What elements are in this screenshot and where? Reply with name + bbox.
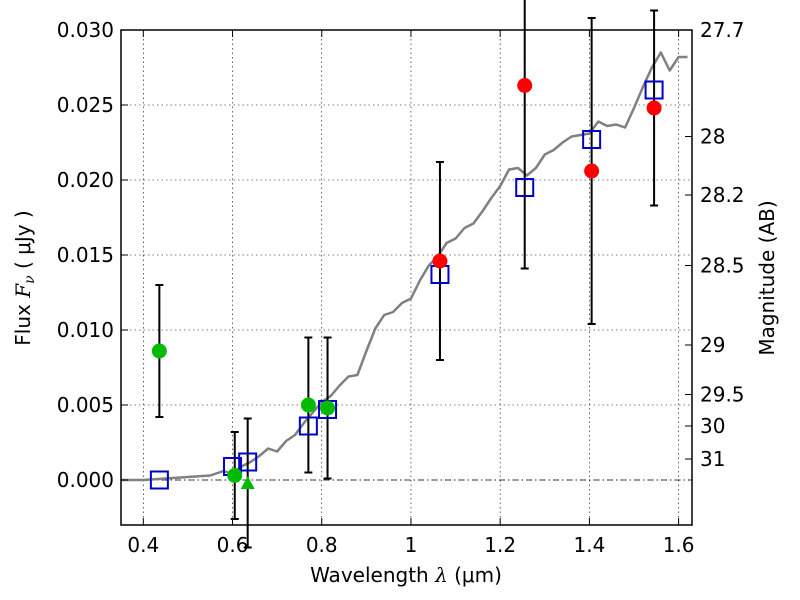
y2-tick-label: 30	[700, 414, 725, 438]
errorbar-layer	[155, 0, 659, 549]
optical-detection-point	[320, 400, 336, 416]
y-axis-subscript: ν	[22, 275, 38, 284]
plot-frame	[120, 29, 693, 526]
y2-tick-label: 31	[700, 447, 725, 471]
optical-detection-point	[300, 397, 316, 413]
x-tick-label: 1	[405, 533, 418, 557]
model-photometry-square	[644, 80, 664, 100]
model-spectrum-line	[121, 51, 688, 482]
y2-tick-label: 29.5	[700, 383, 745, 407]
optical-detection-point	[227, 468, 243, 483]
grid	[121, 29, 692, 525]
nir-detection-point	[584, 163, 600, 179]
nir-detection-point	[432, 253, 448, 269]
model-photometry-square	[149, 470, 169, 490]
y-tick-labels: 0.000 0.005 0.010 0.015 0.020 0.025 0.030	[57, 18, 114, 492]
x-axis-label: Wavelength λ (μm)	[310, 563, 502, 587]
x-tick-label: 1.6	[663, 533, 695, 557]
y-tick-label: 0.025	[57, 93, 114, 117]
x-axis-symbol: λ	[434, 563, 448, 587]
x-tick-label: 0.4	[127, 533, 159, 557]
y-axis-label: Flux Fν ( μJy )	[11, 210, 38, 345]
x-tick-labels: 0.4 0.6 0.8 1 1.2 1.4 1.6	[127, 533, 694, 557]
model-photometry-square	[515, 178, 535, 197]
x-tick-label: 0.8	[306, 533, 338, 557]
x-tick-label: 1.2	[484, 533, 516, 557]
x-tick-label: 0.6	[217, 533, 249, 557]
optical-detection-point	[151, 343, 167, 359]
model-photometry-square	[298, 416, 318, 436]
y-tick-label: 0.015	[57, 243, 114, 267]
y-tick-label: 0.020	[57, 168, 114, 192]
y2-tick-labels: 27.7 28 28.2 28.5 29 29.5 30 31	[700, 18, 745, 471]
y2-tick-label: 28	[700, 125, 725, 149]
y-tick-label: 0.005	[57, 393, 114, 417]
model-spectrum-layer	[121, 51, 688, 482]
marker-layer	[149, 78, 664, 490]
model-photometry-square	[582, 130, 602, 149]
y-tick-label: 0.030	[57, 18, 114, 42]
y-axis-symbol: F	[11, 283, 35, 299]
y2-tick-label: 28.2	[700, 183, 745, 207]
model-photometry-square	[238, 452, 258, 472]
y2-tick-label: 28.5	[700, 254, 745, 278]
y-tick-label: 0.010	[57, 318, 114, 342]
optical-upper-limit-triangle	[240, 476, 255, 489]
x-tick-label: 1.4	[573, 533, 605, 557]
y2-tick-label: 29	[700, 333, 725, 357]
tick-marks	[121, 29, 692, 525]
y2-tick-label: 27.7	[700, 18, 745, 42]
y-tick-label: 0.000	[57, 468, 114, 492]
nir-detection-point	[646, 100, 662, 116]
y2-axis-label: Magnitude (AB)	[755, 200, 779, 355]
nir-detection-point	[517, 78, 533, 93]
